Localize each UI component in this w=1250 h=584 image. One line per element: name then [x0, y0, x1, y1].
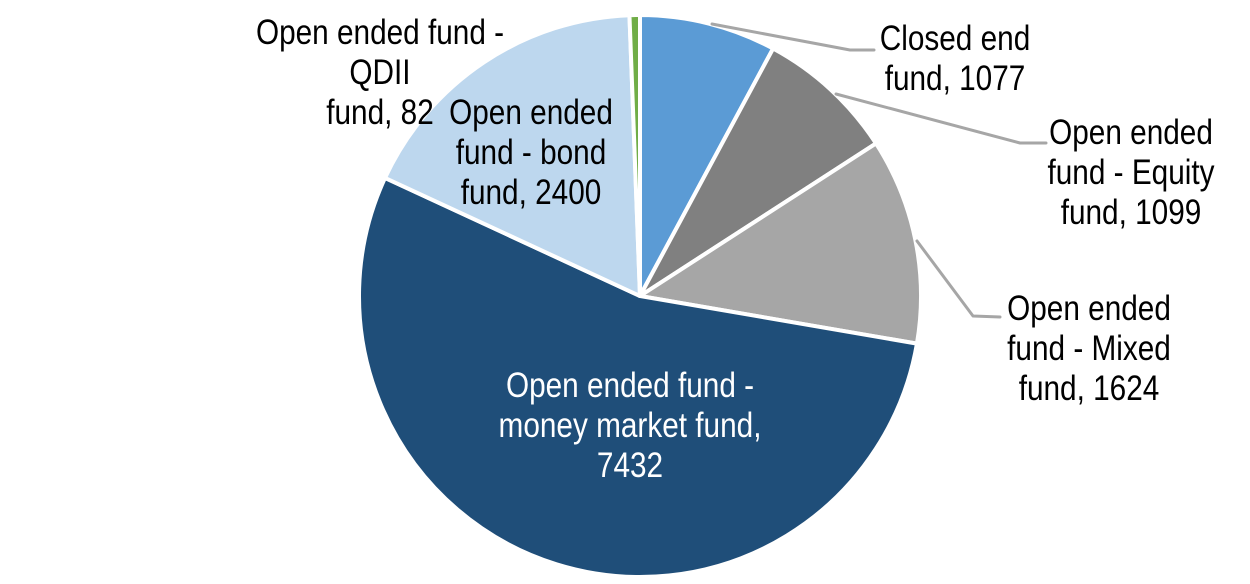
leader-line-closed-end-fund: [710, 22, 876, 52]
leader-line-open-ended-equity-fund: [834, 92, 1048, 145]
pie-slice-open-ended-qdii-fund: [627, 13, 642, 298]
pie-slice-open-ended-equity-fund: [638, 46, 878, 298]
pie-slice-open-ended-mixed-fund: [638, 141, 923, 346]
pie-slice-open-ended-money-market-fund: [357, 175, 919, 579]
pie-slice-closed-end-fund: [638, 13, 776, 298]
pie-slice-open-ended-bond-fund: [383, 13, 642, 298]
leader-line-open-ended-mixed-fund: [915, 239, 1002, 319]
